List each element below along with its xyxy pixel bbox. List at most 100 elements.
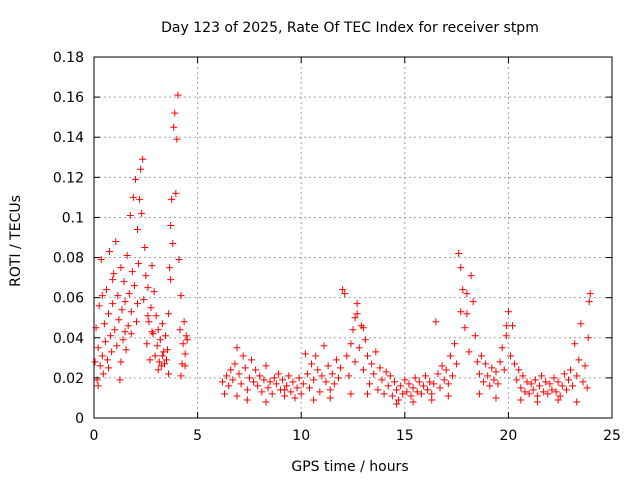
data-point (349, 326, 357, 334)
data-point (457, 264, 465, 272)
data-point (264, 384, 272, 392)
data-point (492, 394, 500, 402)
data-point (515, 366, 523, 374)
grid (94, 57, 612, 418)
data-point (103, 356, 111, 364)
data-point (345, 372, 353, 380)
data-point (291, 394, 299, 402)
data-point (132, 318, 140, 326)
data-point (96, 362, 104, 370)
data-point (322, 378, 330, 386)
data-point (409, 398, 417, 406)
data-point (326, 386, 334, 394)
data-point (262, 398, 270, 406)
data-point (305, 384, 313, 392)
data-point (448, 372, 456, 380)
y-tick-label: 0.14 (53, 130, 84, 146)
y-tick-label: 0.1 (62, 210, 84, 226)
y-axis-label: ROTI / TECUs (8, 195, 24, 287)
data-point (147, 304, 155, 312)
x-tick-label: 10 (292, 428, 310, 444)
data-point (571, 340, 579, 348)
data-point (121, 298, 129, 306)
data-point (310, 396, 318, 404)
x-tick-label: 15 (396, 428, 414, 444)
data-point (492, 368, 500, 376)
data-point (393, 386, 401, 394)
data-point (272, 380, 280, 388)
data-point (556, 392, 564, 400)
data-point (519, 372, 527, 380)
data-point (243, 396, 251, 404)
data-point (183, 336, 191, 344)
data-point (289, 378, 297, 386)
data-point (142, 272, 150, 280)
data-point (165, 310, 173, 318)
data-point (361, 336, 369, 344)
data-point (428, 390, 436, 398)
data-point (498, 344, 506, 352)
y-tick-label: 0.08 (53, 251, 84, 267)
data-point (334, 374, 342, 382)
y-tick-label: 0 (75, 411, 84, 427)
data-point (141, 244, 149, 252)
data-point (390, 378, 398, 386)
data-point (577, 320, 585, 328)
data-point (285, 372, 293, 380)
data-point (473, 358, 481, 366)
data-point (167, 276, 175, 284)
data-point (457, 308, 465, 316)
chart-title: Day 123 of 2025, Rate Of TEC Index for r… (161, 20, 539, 36)
data-point (250, 378, 258, 386)
data-point (312, 352, 320, 360)
data-point (517, 396, 525, 404)
data-point (97, 256, 105, 264)
data-point (166, 264, 174, 272)
data-point (463, 290, 471, 298)
data-point (347, 340, 355, 348)
data-points (91, 91, 594, 408)
data-point (139, 155, 147, 163)
data-point (237, 380, 245, 388)
data-point (98, 352, 106, 360)
data-point (382, 368, 390, 376)
data-point (171, 109, 179, 117)
data-point (121, 328, 129, 336)
data-point (274, 370, 282, 378)
x-tick-label: 0 (90, 428, 99, 444)
data-point (364, 390, 372, 398)
data-point (146, 356, 154, 364)
data-point (444, 380, 452, 388)
data-point (432, 318, 440, 326)
data-point (475, 390, 483, 398)
data-point (128, 268, 136, 276)
data-point (359, 324, 367, 332)
data-point (463, 310, 471, 318)
data-point (422, 372, 430, 380)
data-point (177, 292, 185, 300)
data-point (123, 252, 131, 260)
data-point (158, 320, 166, 328)
data-point (480, 378, 488, 386)
data-point (548, 386, 556, 394)
data-point (117, 358, 125, 366)
data-point (225, 382, 233, 390)
data-point (453, 360, 461, 368)
data-point (351, 314, 359, 322)
data-point (517, 384, 525, 392)
data-point (511, 360, 519, 368)
data-point (134, 225, 142, 233)
data-point (584, 334, 592, 342)
data-point (330, 380, 338, 388)
data-point (388, 392, 396, 400)
data-point (145, 318, 153, 326)
data-point (262, 362, 270, 370)
data-point (295, 374, 303, 382)
y-tick-label: 0.02 (53, 371, 84, 387)
data-point (419, 382, 427, 390)
data-point (310, 376, 318, 384)
data-point (426, 378, 434, 386)
data-point (442, 366, 450, 374)
data-point (446, 352, 454, 360)
